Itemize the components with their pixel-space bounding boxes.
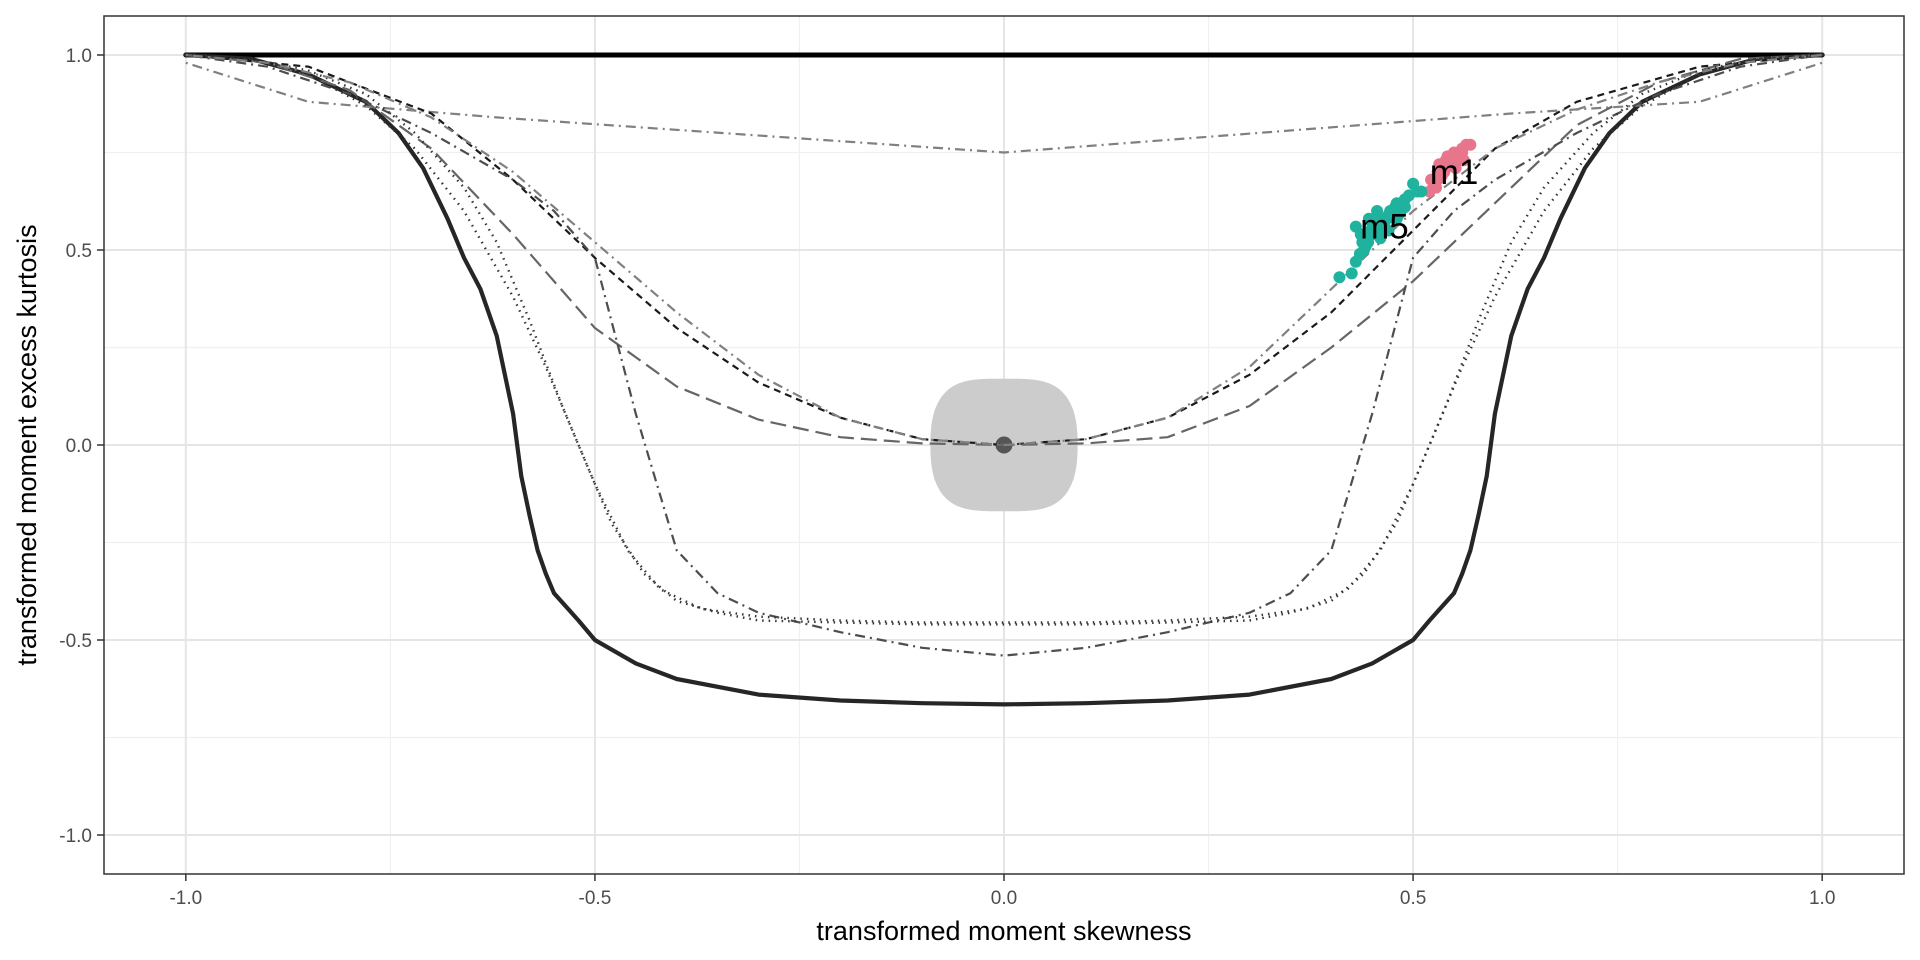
data-point-m1 (1441, 150, 1454, 163)
data-point-m1 (1457, 154, 1470, 167)
data-point-m1 (1433, 158, 1446, 171)
data-point-m5 (1397, 197, 1410, 210)
series-line-9 (185, 53, 1823, 447)
axes: -1.0 -0.5 0.0 0.5 1.0 -1.0 -0.5 0.0 0.5 1.0 (59, 46, 1835, 909)
series-line-3 (185, 61, 1823, 154)
x-tick-label: 0.5 (1400, 888, 1426, 909)
y-tick-label: 0.0 (66, 436, 92, 457)
x-tick-label: -0.5 (579, 888, 612, 909)
data-point-m5 (1371, 205, 1384, 217)
y-tick-label: 1.0 (66, 46, 92, 67)
data-point-m5 (1345, 267, 1358, 280)
x-tick-label: 0.0 (991, 888, 1017, 909)
series-line-6 (185, 53, 1823, 657)
data-point-m1 (1464, 138, 1477, 151)
x-tick-label: -1.0 (169, 888, 202, 909)
y-tick-label: 0.5 (66, 241, 92, 262)
data-point-m5 (1376, 224, 1388, 237)
point-label-m5: m5 (1360, 208, 1409, 247)
data-point-m5 (1362, 212, 1375, 225)
series-line-2 (183, 52, 1825, 707)
data-point-m5 (1333, 271, 1346, 284)
point-label-m1: m1 (1430, 153, 1479, 192)
y-tick-label: -1.0 (59, 826, 92, 847)
y-axis-title: transformed moment excess kurtosis (12, 224, 42, 665)
series-line-7 (185, 53, 1823, 626)
data-point-m1 (1425, 173, 1438, 186)
data-point-m5 (1392, 208, 1405, 221)
data-point-m5 (1354, 228, 1367, 241)
data-point-m5 (1359, 240, 1372, 253)
x-axis-title: transformed moment skewness (816, 916, 1191, 946)
data-point-m1 (1449, 162, 1462, 175)
series-line-4 (185, 53, 1823, 447)
y-tick-label: -0.5 (59, 631, 92, 652)
data-point-m5 (1415, 185, 1428, 198)
point-clouds (1333, 138, 1477, 284)
series-lines (183, 52, 1825, 707)
x-tick-label: 1.0 (1809, 888, 1835, 909)
point-cloud-labels: m1 m5 (1360, 153, 1478, 247)
